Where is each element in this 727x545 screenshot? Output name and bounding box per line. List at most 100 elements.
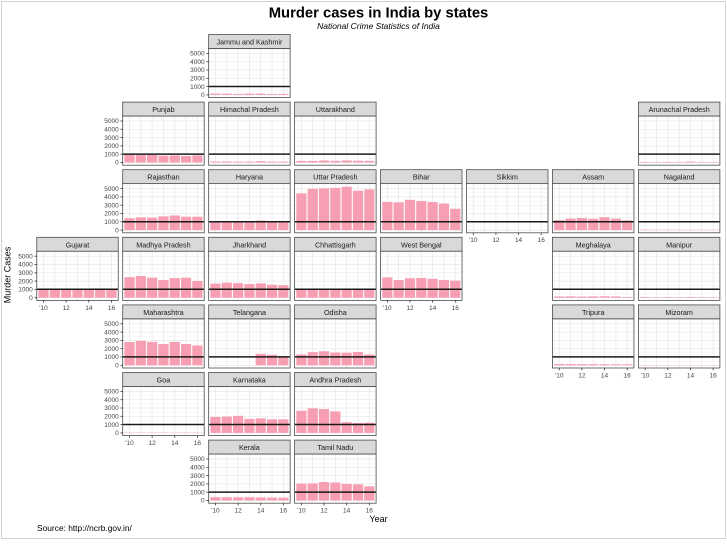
svg-text:2000: 2000 xyxy=(104,211,119,218)
svg-text:3000: 3000 xyxy=(18,270,33,277)
svg-text:16: 16 xyxy=(194,440,202,447)
svg-text:Bihar: Bihar xyxy=(413,173,430,182)
svg-text:5000: 5000 xyxy=(190,456,205,463)
svg-text:Goa: Goa xyxy=(157,375,171,384)
svg-text:14: 14 xyxy=(171,440,179,447)
svg-text:12: 12 xyxy=(406,305,414,312)
svg-text:0: 0 xyxy=(115,430,119,437)
svg-text:1000: 1000 xyxy=(18,287,33,294)
svg-text:Nagaland: Nagaland xyxy=(664,173,695,182)
svg-text:12: 12 xyxy=(664,372,672,379)
svg-text:12: 12 xyxy=(63,305,71,312)
svg-text:Year: Year xyxy=(369,514,387,524)
svg-text:5000: 5000 xyxy=(104,186,119,193)
svg-text:Murder cases in India by state: Murder cases in India by states xyxy=(269,6,489,22)
svg-text:'10: '10 xyxy=(555,372,564,379)
svg-text:Chhattisgarh: Chhattisgarh xyxy=(315,240,356,249)
svg-text:Himachal Pradesh: Himachal Pradesh xyxy=(220,105,279,114)
svg-text:Tripura: Tripura xyxy=(582,308,605,317)
svg-text:0: 0 xyxy=(201,92,205,99)
svg-text:16: 16 xyxy=(108,305,116,312)
svg-text:2000: 2000 xyxy=(104,346,119,353)
svg-text:1000: 1000 xyxy=(104,151,119,158)
svg-text:16: 16 xyxy=(280,508,288,515)
svg-text:Manipur: Manipur xyxy=(666,240,693,249)
svg-text:3000: 3000 xyxy=(104,405,119,412)
svg-text:2000: 2000 xyxy=(190,76,205,83)
svg-text:2000: 2000 xyxy=(190,481,205,488)
svg-text:12: 12 xyxy=(492,237,500,244)
svg-text:Rajasthan: Rajasthan xyxy=(147,173,179,182)
svg-text:0: 0 xyxy=(115,227,119,234)
svg-text:Jammu and Kashmir: Jammu and Kashmir xyxy=(216,37,283,46)
svg-text:5000: 5000 xyxy=(18,253,33,260)
svg-text:Telangana: Telangana xyxy=(233,308,266,317)
svg-text:1000: 1000 xyxy=(190,489,205,496)
svg-text:0: 0 xyxy=(115,363,119,370)
svg-text:3000: 3000 xyxy=(190,67,205,74)
svg-text:Uttar Pradesh: Uttar Pradesh xyxy=(313,173,357,182)
svg-text:3000: 3000 xyxy=(190,473,205,480)
svg-text:Tamil Nadu: Tamil Nadu xyxy=(317,443,353,452)
svg-text:Punjab: Punjab xyxy=(152,105,174,114)
svg-text:West Bengal: West Bengal xyxy=(401,240,442,249)
svg-text:14: 14 xyxy=(257,508,265,515)
svg-text:Jharkhand: Jharkhand xyxy=(233,240,267,249)
svg-text:'10: '10 xyxy=(211,508,220,515)
svg-text:16: 16 xyxy=(624,372,632,379)
svg-text:12: 12 xyxy=(320,508,328,515)
svg-text:'10: '10 xyxy=(383,305,392,312)
svg-text:Uttarakhand: Uttarakhand xyxy=(316,105,355,114)
svg-text:14: 14 xyxy=(85,305,93,312)
svg-text:4000: 4000 xyxy=(104,397,119,404)
svg-text:'10: '10 xyxy=(297,508,306,515)
svg-text:Sikkim: Sikkim xyxy=(497,173,518,182)
svg-text:Maharashtra: Maharashtra xyxy=(143,308,183,317)
svg-text:1000: 1000 xyxy=(190,84,205,91)
svg-text:2000: 2000 xyxy=(18,278,33,285)
svg-text:4000: 4000 xyxy=(190,59,205,66)
svg-text:14: 14 xyxy=(343,508,351,515)
svg-text:12: 12 xyxy=(149,440,157,447)
svg-text:Odisha: Odisha xyxy=(324,308,347,317)
svg-text:12: 12 xyxy=(234,508,242,515)
svg-text:3000: 3000 xyxy=(104,135,119,142)
svg-text:4000: 4000 xyxy=(190,465,205,472)
svg-text:4000: 4000 xyxy=(104,329,119,336)
svg-text:Meghalaya: Meghalaya xyxy=(576,240,611,249)
svg-text:'10: '10 xyxy=(39,305,48,312)
svg-text:'10: '10 xyxy=(641,372,650,379)
svg-text:Madhya Pradesh: Madhya Pradesh xyxy=(136,240,190,249)
svg-text:14: 14 xyxy=(687,372,695,379)
svg-text:'10: '10 xyxy=(125,440,134,447)
svg-text:Haryana: Haryana xyxy=(236,173,263,182)
svg-text:1000: 1000 xyxy=(104,354,119,361)
svg-text:14: 14 xyxy=(515,237,523,244)
svg-text:National Crime Statistics of I: National Crime Statistics of India xyxy=(317,21,440,31)
svg-text:Arunachal Pradesh: Arunachal Pradesh xyxy=(649,105,710,114)
svg-text:12: 12 xyxy=(578,372,586,379)
svg-text:'10: '10 xyxy=(469,237,478,244)
svg-text:0: 0 xyxy=(201,498,205,505)
svg-text:2000: 2000 xyxy=(104,414,119,421)
svg-text:Assam: Assam xyxy=(582,173,604,182)
svg-text:4000: 4000 xyxy=(104,194,119,201)
svg-text:14: 14 xyxy=(429,305,437,312)
svg-text:2000: 2000 xyxy=(104,143,119,150)
svg-text:0: 0 xyxy=(29,295,33,302)
svg-text:3000: 3000 xyxy=(104,338,119,345)
svg-text:Murder Cases: Murder Cases xyxy=(3,246,13,303)
svg-text:16: 16 xyxy=(538,237,546,244)
svg-text:Karnataka: Karnataka xyxy=(233,375,266,384)
svg-text:4000: 4000 xyxy=(18,262,33,269)
svg-text:1000: 1000 xyxy=(104,422,119,429)
svg-text:5000: 5000 xyxy=(104,321,119,328)
svg-text:0: 0 xyxy=(115,160,119,167)
svg-text:Andhra Pradesh: Andhra Pradesh xyxy=(309,375,361,384)
svg-text:Kerala: Kerala xyxy=(239,443,260,452)
svg-text:3000: 3000 xyxy=(104,202,119,209)
svg-text:5000: 5000 xyxy=(190,51,205,58)
svg-text:Source: http://ncrb.gov.in/: Source: http://ncrb.gov.in/ xyxy=(37,523,132,533)
svg-text:5000: 5000 xyxy=(104,389,119,396)
svg-text:Gujarat: Gujarat xyxy=(66,240,90,249)
